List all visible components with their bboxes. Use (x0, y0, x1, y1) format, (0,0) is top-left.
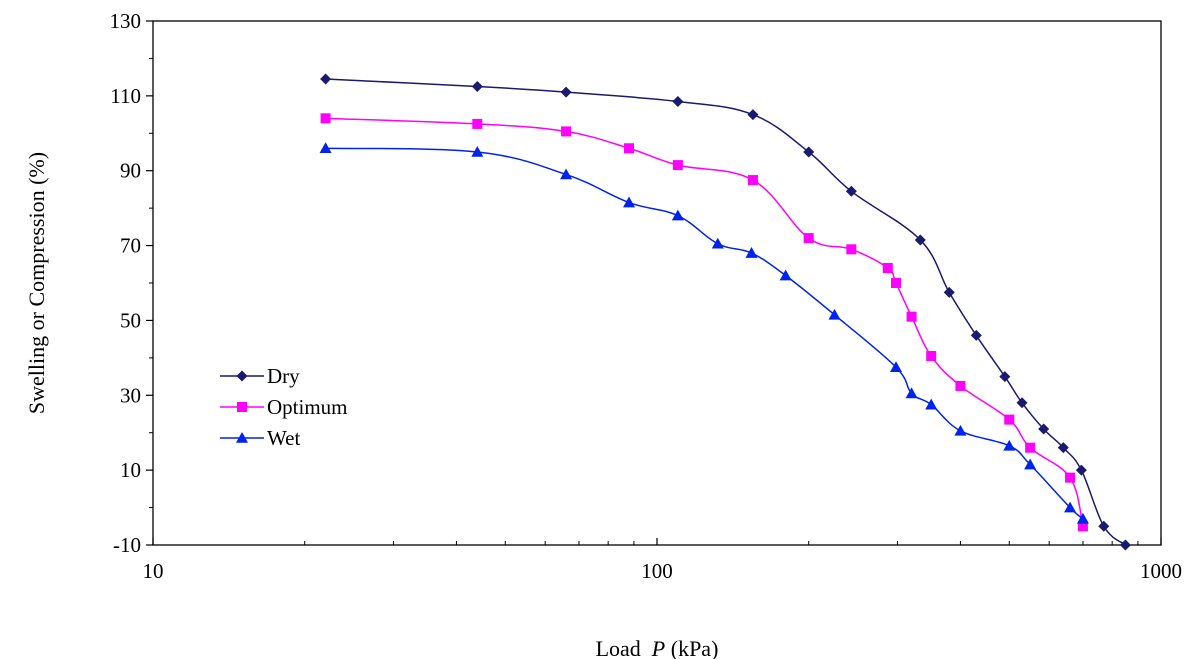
x-axis: 10 100 1000 (143, 538, 1182, 583)
data-point (890, 361, 903, 373)
data-point (672, 160, 683, 171)
data-point (955, 380, 966, 391)
series-layer (319, 73, 1131, 551)
data-point (999, 371, 1011, 383)
data-point (624, 143, 635, 154)
data-point (745, 247, 758, 258)
y-axis-title: Swelling or Compression (%) (24, 152, 49, 414)
data-point (905, 387, 918, 399)
data-point (891, 278, 902, 288)
y-tick-label: 110 (110, 84, 141, 108)
data-point (747, 175, 758, 186)
legend-label: Dry (267, 364, 300, 388)
legend-marker (236, 370, 248, 382)
data-point (803, 146, 815, 158)
x-tick-label: 10 (143, 559, 164, 583)
data-point (846, 244, 857, 255)
legend-marker (237, 402, 247, 412)
x-axis-title-symbol: P (651, 636, 665, 659)
legend-label: Wet (267, 426, 300, 450)
x-axis-title-unit: (kPa) (665, 636, 718, 659)
y-tick-label: 70 (120, 234, 141, 258)
data-point (914, 234, 926, 246)
data-point (1098, 520, 1110, 532)
data-point (943, 286, 955, 298)
data-point (471, 81, 483, 92)
data-point (845, 185, 857, 197)
data-point (320, 73, 332, 85)
data-point (471, 146, 484, 157)
data-point (472, 118, 483, 129)
data-point (1038, 423, 1050, 435)
data-point (1075, 464, 1087, 476)
data-point (1024, 458, 1037, 470)
legend-label: Optimum (267, 395, 348, 419)
data-point (671, 209, 684, 221)
data-point (560, 86, 572, 98)
y-tick-label: 30 (120, 383, 141, 407)
y-tick-label: 50 (120, 308, 141, 332)
data-point (779, 269, 792, 281)
data-point (672, 95, 684, 107)
data-point (925, 398, 938, 410)
data-point (711, 237, 724, 249)
data-point (560, 168, 573, 180)
y-tick-label: 130 (110, 9, 142, 33)
data-point (1016, 397, 1028, 409)
x-axis-title-prefix: Load (596, 636, 652, 659)
data-point (320, 113, 331, 124)
data-point (1065, 472, 1076, 483)
data-point (623, 196, 636, 208)
data-point (906, 311, 917, 322)
data-point (970, 329, 982, 341)
x-tick-label: 100 (641, 559, 673, 583)
data-point (561, 126, 572, 137)
y-tick-label: 90 (120, 159, 141, 183)
y-axis: -10 10 30 50 70 90 110 130 (110, 9, 153, 557)
y-tick-label: 10 (120, 458, 141, 482)
data-point (1077, 521, 1088, 532)
data-point (1064, 501, 1077, 513)
legend: Dry Optimum Wet (220, 364, 348, 450)
legend-marker (236, 432, 248, 443)
data-point (1119, 539, 1131, 551)
data-point (1003, 439, 1016, 451)
x-axis-title: Load P (kPa) (596, 636, 719, 659)
data-point (803, 233, 814, 244)
data-point (747, 109, 759, 121)
data-point (828, 308, 841, 320)
data-point (882, 263, 893, 274)
data-point (1076, 512, 1089, 524)
series-optimum (320, 113, 1088, 532)
x-tick-label: 1000 (1140, 559, 1182, 583)
plot-area (152, 20, 1162, 546)
data-point (1004, 414, 1015, 425)
data-point (954, 424, 967, 436)
data-point (1025, 442, 1036, 453)
series-dry (320, 73, 1131, 551)
data-point (1057, 442, 1069, 454)
data-point (319, 142, 332, 154)
series-wet (319, 142, 1089, 524)
data-point (926, 350, 937, 361)
y-tick-label: -10 (113, 533, 141, 557)
